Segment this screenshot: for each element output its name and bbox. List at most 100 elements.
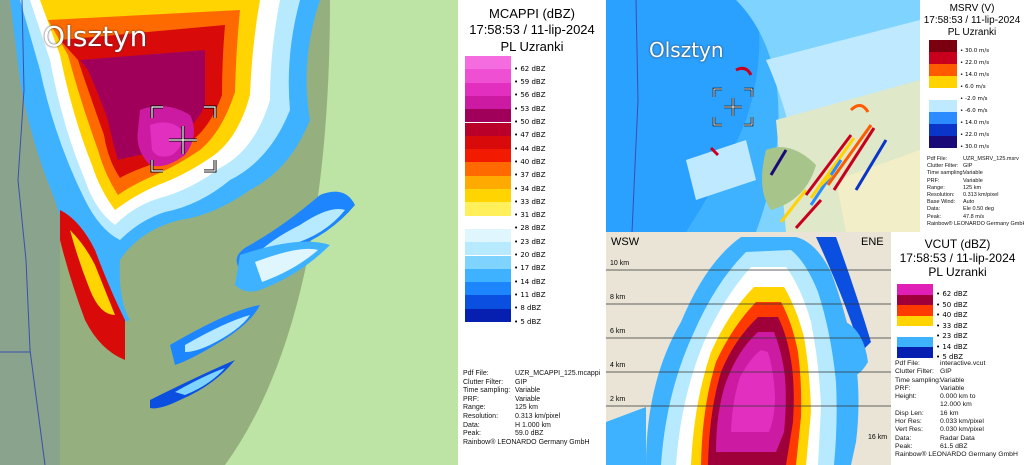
msrv-title-time: 17:58:53 / 11-lip-2024: [923, 15, 1021, 26]
msrv-meta-value: UZR_MSRV_125.msrv: [963, 156, 1019, 162]
mcappi-meta-row: Pdf File: UZR_MCAPPI_125.mcappi: [463, 370, 600, 379]
mcappi-meta-row: PRF: Variable: [463, 396, 600, 405]
vcut-meta-row: Vert Res: 0.030 km/pixel: [895, 426, 1018, 434]
msrv-legend-swatch: [929, 100, 957, 112]
mcappi-meta-row: Peak: 59.0 dBZ: [463, 430, 600, 439]
mcappi-meta-key: Clutter Filter:: [463, 378, 504, 386]
msrv-legend-swatch: [929, 40, 957, 52]
vcut-legend-swatch: [897, 347, 933, 358]
msrv-meta-key: PRF:: [927, 177, 940, 184]
msrv-meta-row: Base Wind: Auto: [927, 199, 1024, 206]
msrv-copyright: Rainbow® LEONARDO Germany GmbH: [927, 220, 1024, 227]
mcappi-meta-value: Variable: [515, 395, 541, 403]
mcappi-legend-label: • 28 dBZ: [514, 224, 546, 233]
msrv-meta-value: Variable: [963, 177, 983, 184]
vcut-legend-swatch: [897, 305, 933, 316]
mcappi-legend-label: • 37 dBZ: [514, 171, 546, 180]
vcut-sidebar: VCUT (dBZ) 17:58:53 / 11-lip-2024 PL Uzr…: [891, 232, 1024, 465]
msrv-meta-row: Peak: 47.8 m/s: [927, 214, 1024, 221]
mcappi-meta-key: Pdf File:: [463, 370, 489, 377]
mcappi-legend-swatch: [465, 228, 511, 243]
mcappi-meta-key: Resolution:: [463, 412, 499, 420]
mcappi-legend-label: • 47 dBZ: [514, 131, 546, 140]
msrv-meta-value: 125 km: [963, 184, 982, 191]
mcappi-legend-label: • 5 dBZ: [514, 317, 542, 326]
msrv-meta-value: Variable: [963, 170, 983, 177]
msrv-title-station: PL Uzranki: [947, 27, 997, 38]
mcappi-legend-swatch: [465, 189, 511, 203]
msrv-legend-label: • 22.0 m/s: [960, 60, 990, 67]
vcut-meta-value: 0.000 km to: [940, 393, 976, 401]
msrv-legend-swatch: [929, 64, 957, 76]
msrv-meta-value: 0.313 km/pixel: [963, 192, 999, 199]
mcappi-legend-label: • 53 dBZ: [514, 104, 546, 113]
mcappi-legend-label: • 44 dBZ: [514, 144, 546, 153]
msrv-meta-row: PRF: Variable: [927, 178, 1024, 185]
vcut-meta-row: Clutter Filter: GIP: [895, 368, 1018, 376]
vcut-meta-value: Radar Data: [940, 434, 975, 442]
mcappi-legend-swatch: [465, 56, 511, 70]
mcappi-legend-swatch: [465, 149, 511, 163]
msrv-legend-label: • 6.0 m/s: [960, 84, 986, 91]
mcappi-legend: • 62 dBZ • 59 dBZ • 56 dBZ • 53 dBZ • 50 dBZ…: [465, 56, 605, 346]
mcappi-meta-value: 0.313 km/pixel: [515, 412, 561, 420]
vcut-height-6: 6 km: [610, 328, 626, 335]
mcappi-legend-swatch: [465, 268, 511, 283]
msrv-meta-row: Data: Ele 0.50 deg: [927, 206, 1024, 213]
vcut-left-direction: WSW: [611, 236, 640, 248]
vcut-meta-row: Time sampling: Variable: [895, 377, 1018, 385]
msrv-meta-row: Time sampling: Variable: [927, 170, 1024, 177]
mcappi-radar-image: [0, 0, 458, 465]
msrv-meta-key: Data:: [927, 206, 941, 213]
vcut-meta-key: Clutter Filter:: [895, 368, 934, 376]
vcut-panel[interactable]: WSW ENE 10 km 8 km 6 km 4 km 2 km 16 km: [606, 232, 891, 465]
vcut-cross-section: [606, 232, 891, 465]
vcut-meta-value: Variable: [940, 384, 965, 392]
vcut-meta-key: Hor Res:: [895, 418, 922, 426]
msrv-legend-label: • -6.0 m/s: [960, 108, 988, 115]
mcappi-legend-label: • 50 dBZ: [514, 118, 546, 126]
msrv-meta-key: Clutter Filter:: [927, 163, 959, 170]
msrv-city-label: Olsztyn: [649, 38, 724, 62]
vcut-meta-row: PRF: Variable: [895, 385, 1018, 393]
msrv-map-panel[interactable]: Olsztyn: [606, 0, 920, 232]
vcut-meta-row: Disp Len: 16 km: [895, 410, 1018, 418]
mcappi-title-station: PL Uzranki: [500, 38, 564, 54]
vcut-meta-key: Pdf File:: [895, 360, 920, 367]
msrv-legend-label: • -2.0 m/s: [960, 96, 988, 103]
vcut-meta-value: 16 km: [940, 409, 959, 417]
msrv-legend-label: • 22.0 m/s: [960, 132, 990, 139]
vcut-meta-value: GIP: [940, 368, 952, 376]
msrv-meta-key: Pdf File:: [927, 156, 948, 162]
mcappi-meta-row: Clutter Filter: GIP: [463, 379, 600, 388]
mcappi-legend-swatch: [465, 295, 511, 309]
vcut-meta-row: Pdf File: interactive.vcut: [895, 360, 1018, 368]
msrv-meta-row: Resolution: 0.313 km/pixel: [927, 192, 1024, 199]
mcappi-legend-swatch: [465, 82, 511, 96]
msrv-legend-swatch: [929, 88, 957, 100]
mcappi-legend-swatch: [465, 95, 511, 110]
mcappi-map-panel[interactable]: Olsztyn: [0, 0, 458, 465]
mcappi-meta-key: Data:: [463, 421, 480, 429]
mcappi-meta-value: H 1.000 km: [515, 421, 551, 429]
vcut-meta-key: PRF:: [895, 384, 911, 392]
msrv-meta-key: Resolution:: [927, 192, 955, 199]
vcut-meta-row: Height: 0.000 km to: [895, 393, 1018, 401]
mcappi-legend-swatch: [465, 308, 511, 322]
vcut-meta-key: Vert Res:: [895, 426, 923, 434]
vcut-legend-swatch: [897, 284, 933, 295]
mcappi-meta-key: PRF:: [463, 395, 479, 403]
msrv-legend-label: • 30.0 m/s: [960, 144, 990, 151]
mcappi-title-time: 17:58:53 / 11-lip-2024: [469, 22, 595, 38]
msrv-legend-swatch: [929, 112, 957, 124]
mcappi-legend-swatch: [465, 282, 511, 296]
vcut-height-4: 4 km: [610, 362, 626, 369]
msrv-title: MSRV (V) 17:58:53 / 11-lip-2024 PL Uzran…: [920, 3, 1024, 39]
vcut-meta-key: Disp Len:: [895, 409, 924, 417]
mcappi-legend-swatch: [465, 255, 511, 269]
vcut-legend-label: • 14 dBZ: [936, 342, 968, 351]
vcut-title: VCUT (dBZ) 17:58:53 / 11-lip-2024 PL Uzr…: [891, 237, 1024, 279]
mcappi-meta-value: 125 km: [515, 404, 538, 412]
msrv-meta-key: Peak:: [927, 213, 942, 220]
vcut-legend-swatch: [897, 294, 933, 305]
